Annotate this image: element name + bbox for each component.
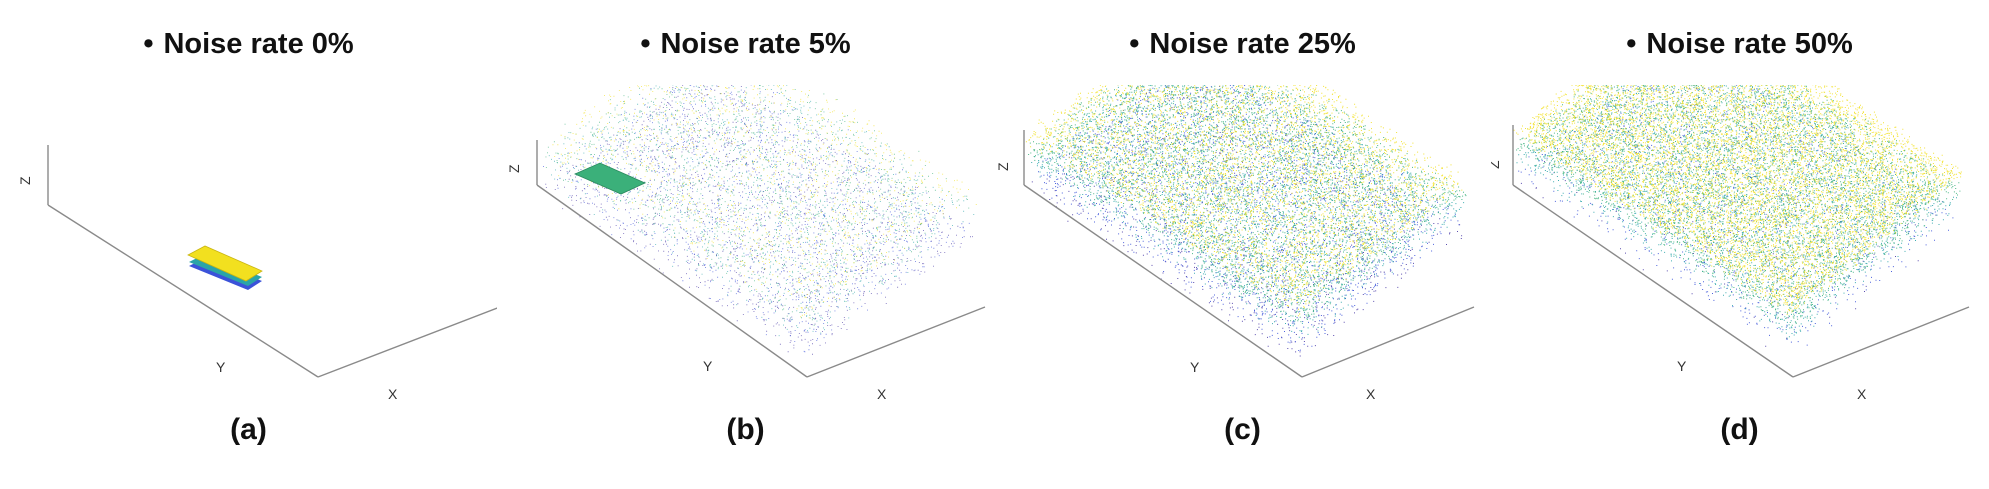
- y-axis-label: Y: [1190, 359, 1200, 375]
- point-cloud-plot: Z Y X: [1491, 85, 1970, 402]
- title-text: Noise rate 25%: [1149, 28, 1356, 60]
- y-axis: [536, 184, 808, 378]
- panel-title: • Noise rate 5%: [497, 28, 994, 61]
- z-axis-label: Z: [17, 176, 33, 185]
- title-text: Noise rate 0%: [163, 28, 354, 60]
- y-axis-label: Y: [1677, 358, 1687, 374]
- y-axis-label: Y: [703, 358, 713, 374]
- x-axis: [1792, 306, 1970, 378]
- title-text: Noise rate 50%: [1646, 28, 1853, 60]
- noise-points: [1518, 85, 1954, 346]
- x-axis: [317, 307, 497, 378]
- point-cloud-plot: Z Y X: [506, 85, 986, 402]
- axes: [1023, 130, 1475, 378]
- title-bullet: •: [640, 28, 651, 60]
- point-cloud-plot: Z Y X: [995, 85, 1475, 402]
- x-axis-label: X: [877, 386, 887, 402]
- axes: [536, 140, 986, 378]
- x-axis: [1301, 306, 1475, 378]
- panel-a: • Noise rate 0% Z Y X (a): [0, 0, 497, 489]
- noise-points: [543, 85, 970, 353]
- z-axis-label: Z: [506, 164, 522, 173]
- title-bullet: •: [1129, 28, 1140, 60]
- z-axis-label: Z: [995, 162, 1011, 171]
- panel-caption: (b): [726, 413, 765, 446]
- noise-points: [552, 85, 977, 319]
- noise-points: [1038, 85, 1460, 351]
- noise-points: [548, 85, 975, 337]
- noise-points: [1031, 89, 1463, 357]
- point-cloud: [187, 245, 263, 290]
- panel-caption: (d): [1720, 413, 1759, 446]
- y-axis: [1512, 184, 1794, 378]
- point-cloud: [543, 85, 977, 355]
- title-bullet: •: [143, 28, 154, 60]
- object-plate: [574, 162, 646, 195]
- y-axis: [1023, 184, 1303, 378]
- panel-title: • Noise rate 25%: [994, 28, 1491, 61]
- noise-points: [1520, 87, 1937, 347]
- panel-c: • Noise rate 25% Z Y X (c): [994, 0, 1491, 489]
- panel-b: • Noise rate 5% Z Y X (b): [497, 0, 994, 489]
- panel-caption: (c): [1224, 413, 1261, 446]
- point-cloud-plot: Z Y X: [17, 145, 497, 402]
- noise-points: [1031, 85, 1465, 338]
- x-axis-label: X: [1857, 386, 1867, 402]
- y-axis-label: Y: [216, 359, 226, 375]
- noise-points: [1516, 85, 1957, 339]
- x-axis-label: X: [388, 386, 398, 402]
- axes: [1512, 125, 1970, 378]
- x-axis: [806, 306, 986, 378]
- axes: [47, 145, 497, 378]
- panel-d: • Noise rate 50% Z Y X (d): [1491, 0, 1988, 489]
- panel-title: • Noise rate 0%: [0, 28, 497, 61]
- panel-caption: (a): [230, 413, 267, 446]
- title-text: Noise rate 5%: [660, 28, 851, 60]
- panel-title: • Noise rate 50%: [1491, 28, 1988, 61]
- y-axis: [47, 204, 319, 378]
- title-bullet: •: [1626, 28, 1637, 60]
- x-axis-label: X: [1366, 386, 1376, 402]
- object-plate: [187, 245, 263, 282]
- point-cloud: [1513, 85, 1962, 347]
- noise-points: [1028, 85, 1467, 323]
- point-cloud: [1025, 85, 1467, 357]
- z-axis-label: Z: [1491, 160, 1502, 169]
